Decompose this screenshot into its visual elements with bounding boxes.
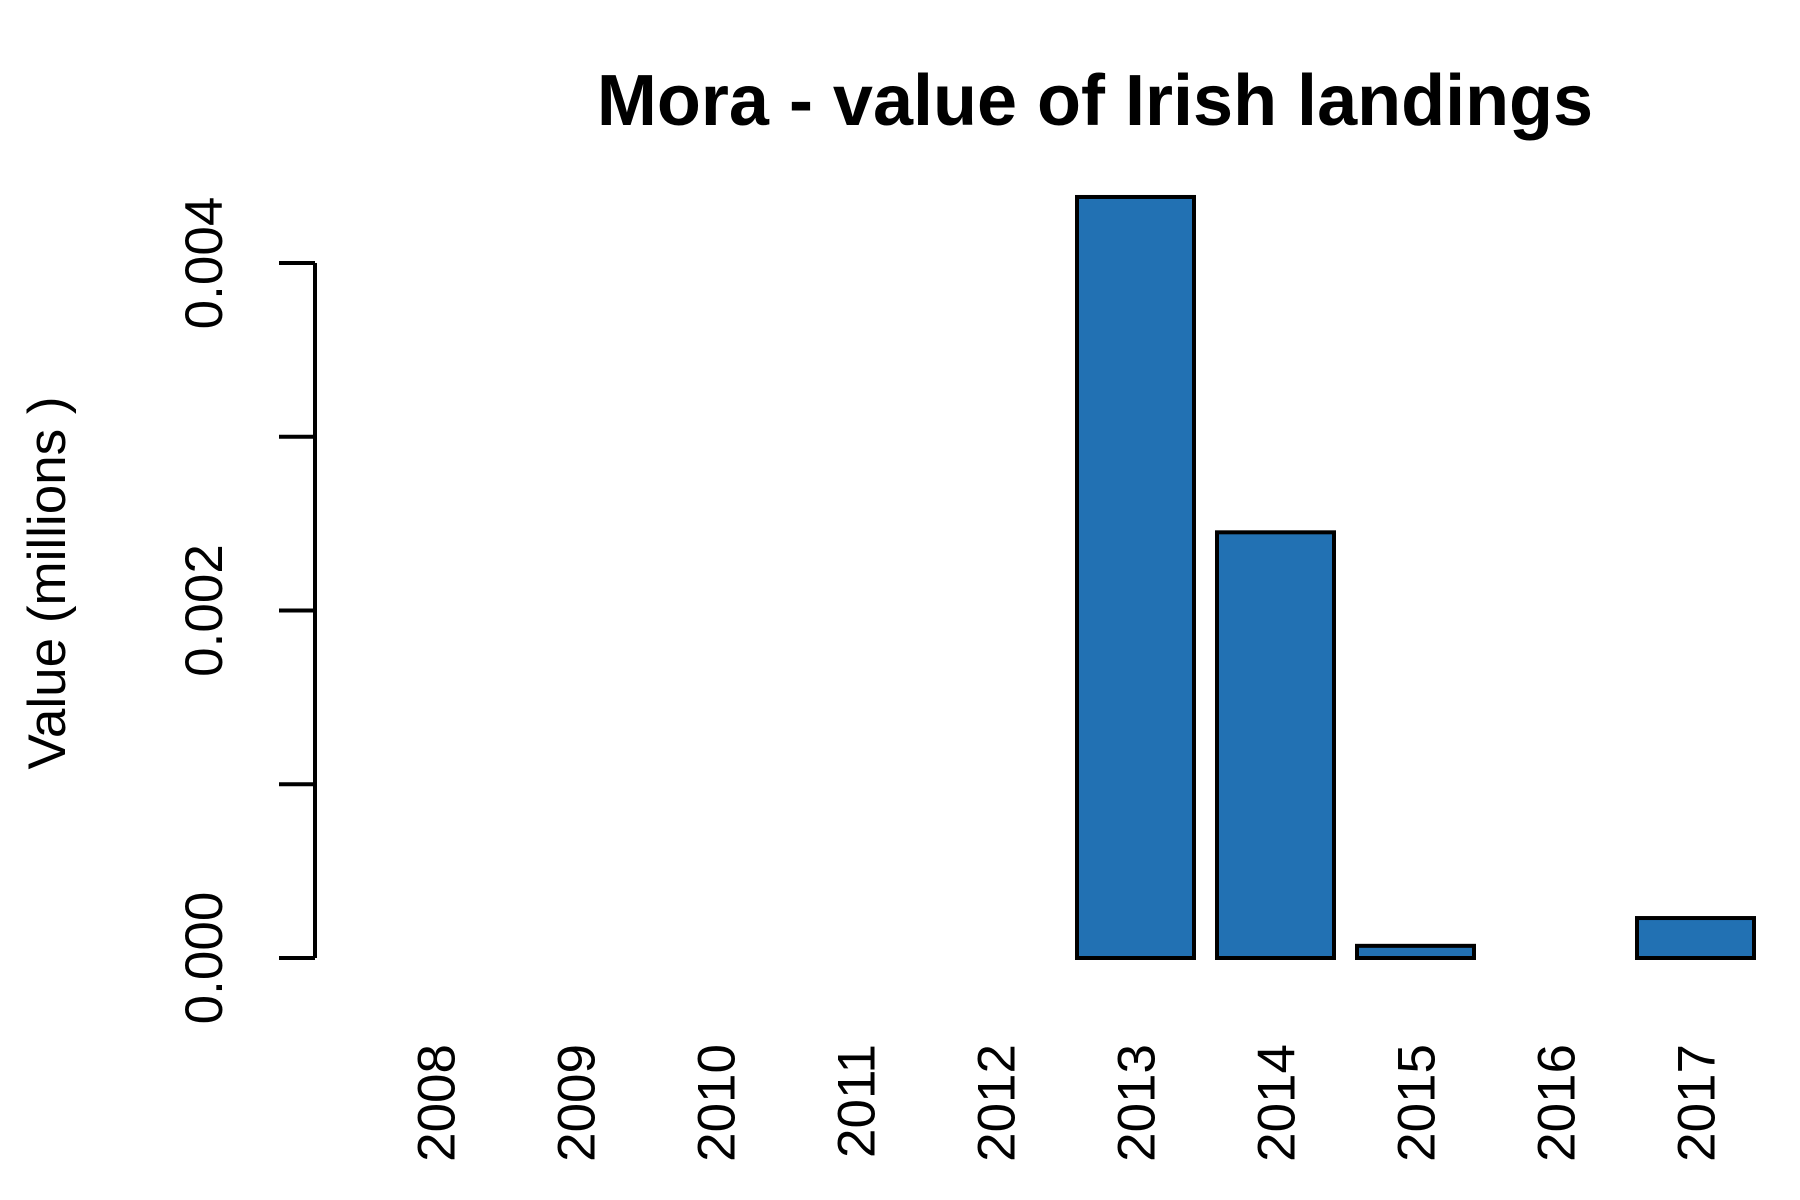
x-tick-label-2017: 2017	[1668, 1044, 1727, 1162]
x-tick-label-2012: 2012	[968, 1044, 1027, 1162]
y-tick-label: 0.002	[175, 544, 234, 677]
y-tick-label: 0.004	[175, 197, 234, 330]
x-tick-labels: 2008 2009 2010 2011 2012 2013 2014 2015 2016 2017	[408, 1044, 1727, 1162]
y-axis-label: Value (millions )	[18, 396, 77, 769]
y-axis: 0.000 0.002 0.004	[175, 197, 317, 1025]
x-tick-label-2010: 2010	[688, 1044, 747, 1162]
bar-2014	[1215, 530, 1336, 960]
x-tick-label-2011: 2011	[828, 1044, 887, 1158]
chart-title: Mora - value of Irish landings	[597, 61, 1593, 141]
x-tick-label-2015: 2015	[1388, 1044, 1447, 1162]
x-tick-label-2008: 2008	[408, 1044, 467, 1162]
y-tick-label: 0.000	[175, 892, 234, 1025]
bar-2013	[1075, 194, 1196, 961]
bar-2015	[1355, 943, 1476, 961]
bars	[1075, 194, 1756, 961]
x-tick-label-2016: 2016	[1528, 1044, 1587, 1162]
x-tick-label-2009: 2009	[548, 1044, 607, 1162]
x-tick-label-2013: 2013	[1108, 1044, 1167, 1162]
x-tick-label-2014: 2014	[1248, 1044, 1307, 1162]
bar-2017	[1635, 916, 1756, 960]
